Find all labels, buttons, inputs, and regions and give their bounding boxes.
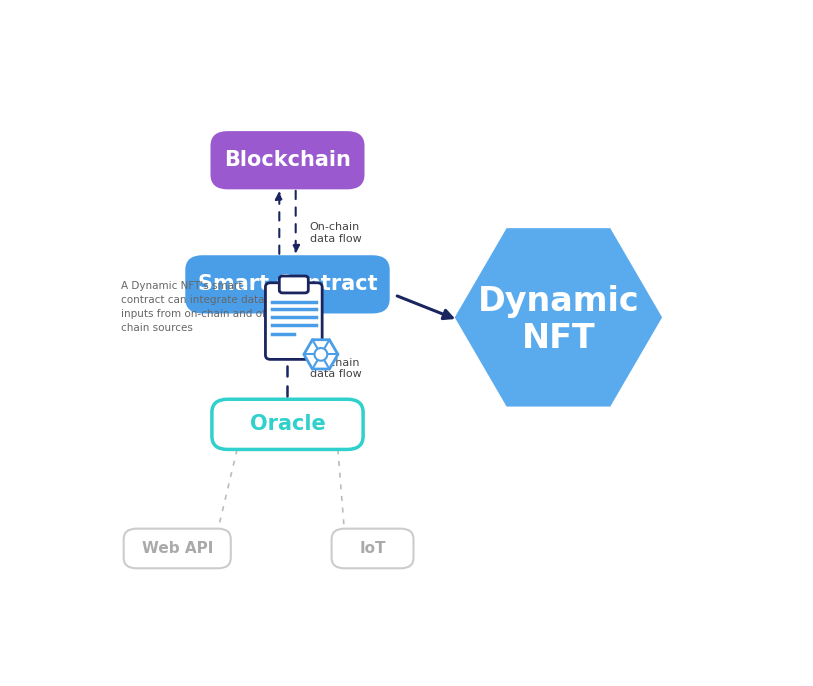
Text: Web API: Web API [141,541,213,556]
Text: Smart Contract: Smart Contract [198,274,377,294]
Text: IoT: IoT [359,541,386,556]
FancyBboxPatch shape [280,276,308,293]
Text: Blockchain: Blockchain [224,150,351,170]
FancyBboxPatch shape [265,283,322,359]
FancyBboxPatch shape [212,132,363,188]
Polygon shape [315,348,328,361]
Polygon shape [304,340,338,369]
FancyBboxPatch shape [124,529,231,568]
FancyBboxPatch shape [332,529,414,568]
Text: NFT: NFT [522,322,595,355]
Text: On-chain
data flow: On-chain data flow [310,222,361,244]
Text: A Dynamic NFT's smart
contract can integrate data
inputs from on-chain and off-
: A Dynamic NFT's smart contract can integ… [120,281,272,333]
FancyBboxPatch shape [212,399,363,449]
Polygon shape [454,228,662,407]
Text: Oracle: Oracle [250,414,325,434]
Text: Dynamic: Dynamic [477,285,639,318]
Text: Off-chain
data flow: Off-chain data flow [310,358,361,379]
FancyBboxPatch shape [187,257,389,312]
